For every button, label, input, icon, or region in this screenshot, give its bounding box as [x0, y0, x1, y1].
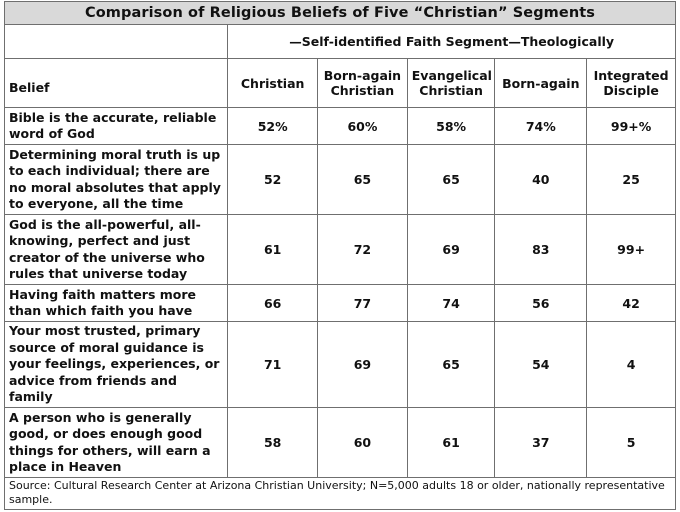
belief-comparison-table-wrapper: Comparison of Religious Beliefs of Five …: [3, 1, 676, 510]
value-integrated-disciple: 4: [586, 321, 676, 408]
value-born-again-christian: 72: [317, 214, 408, 285]
value-evangelical-christian: 58%: [406, 107, 496, 145]
value-born-again: 40: [494, 144, 588, 215]
value-born-again-christian: 65: [317, 144, 408, 215]
belief-text: Having faith matters more than which fai…: [3, 284, 229, 322]
belief-text: A person who is generally good, or does …: [3, 407, 229, 478]
column-header-integrated-disciple-line2: Disciple: [603, 83, 659, 98]
value-christian: 58: [227, 407, 319, 478]
column-header-born-again: Born-again: [494, 58, 588, 108]
value-born-again-christian: 77: [317, 284, 408, 322]
value-christian: 66: [227, 284, 319, 322]
column-header-evangelical-christian-line2: Christian: [419, 83, 483, 98]
column-header-belief: Belief: [3, 58, 229, 108]
value-christian: 52%: [227, 107, 319, 145]
belief-text: Your most trusted, primary source of mor…: [3, 321, 229, 408]
segment-header: —Self-identified Faith Segment—Theologic…: [227, 24, 676, 59]
segment-header-row: —Self-identified Faith Segment—Theologic…: [3, 24, 676, 59]
column-header-born-again-christian-line1: Born-again: [323, 68, 402, 83]
value-evangelical-christian: 74: [406, 284, 496, 322]
value-born-again: 37: [494, 407, 588, 478]
belief-text: Determining moral truth is up to each in…: [3, 144, 229, 215]
value-evangelical-christian: 65: [406, 144, 496, 215]
value-integrated-disciple: 99+%: [586, 107, 676, 145]
belief-comparison-table: Comparison of Religious Beliefs of Five …: [3, 1, 676, 510]
value-born-again: 56: [494, 284, 588, 322]
value-christian: 61: [227, 214, 319, 285]
table-row: Bible is the accurate, reliable word of …: [3, 107, 676, 145]
column-header-evangelical-christian-line1: Evangelical: [411, 68, 492, 83]
source-row: Source: Cultural Research Center at Ariz…: [4, 477, 676, 510]
column-header-evangelical-christian: Evangelical Christian: [406, 58, 496, 108]
value-born-again-christian: 60: [317, 407, 408, 478]
column-header-row: Belief Christian Born-again Christian Ev…: [3, 58, 676, 108]
value-evangelical-christian: 61: [406, 407, 496, 478]
value-evangelical-christian: 69: [406, 214, 496, 285]
value-integrated-disciple: 42: [586, 284, 676, 322]
value-born-again: 74%: [494, 107, 588, 145]
table-row: God is the all-powerful, all-knowing, pe…: [3, 214, 676, 285]
column-header-born-again-christian: Born-again Christian: [317, 58, 408, 108]
value-born-again-christian: 60%: [317, 107, 408, 145]
column-header-christian: Christian: [227, 58, 319, 108]
table-row: Your most trusted, primary source of mor…: [3, 321, 676, 408]
value-evangelical-christian: 65: [406, 321, 496, 408]
table-row: Having faith matters more than which fai…: [3, 284, 676, 322]
table-row: Determining moral truth is up to each in…: [3, 144, 676, 215]
value-born-again: 83: [494, 214, 588, 285]
belief-text: God is the all-powerful, all-knowing, pe…: [3, 214, 229, 285]
table-row: A person who is generally good, or does …: [3, 407, 676, 478]
value-born-again-christian: 69: [317, 321, 408, 408]
source-note: Source: Cultural Research Center at Ariz…: [4, 477, 676, 510]
title-row: Comparison of Religious Beliefs of Five …: [4, 1, 676, 25]
value-integrated-disciple: 99+: [586, 214, 676, 285]
value-christian: 71: [227, 321, 319, 408]
value-christian: 52: [227, 144, 319, 215]
table-title: Comparison of Religious Beliefs of Five …: [4, 1, 676, 25]
value-integrated-disciple: 25: [586, 144, 676, 215]
column-header-born-again-christian-line2: Christian: [330, 83, 395, 98]
segment-header-blank: [3, 24, 229, 59]
column-header-integrated-disciple-line1: Integrated: [593, 68, 669, 83]
column-header-integrated-disciple: Integrated Disciple: [586, 58, 676, 108]
belief-text: Bible is the accurate, reliable word of …: [3, 107, 229, 145]
value-integrated-disciple: 5: [586, 407, 676, 478]
value-born-again: 54: [494, 321, 588, 408]
